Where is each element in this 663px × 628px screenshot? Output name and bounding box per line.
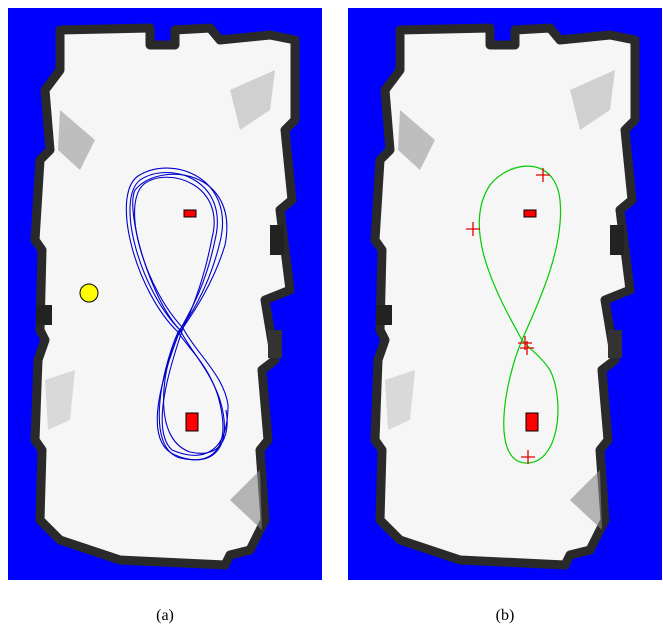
panel-b <box>348 8 662 580</box>
panel-a <box>8 8 322 580</box>
panel-label: (a) <box>156 607 174 624</box>
robot <box>80 284 98 302</box>
panel-label: (b) <box>496 607 515 624</box>
figure: (a) (b) <box>0 0 663 628</box>
